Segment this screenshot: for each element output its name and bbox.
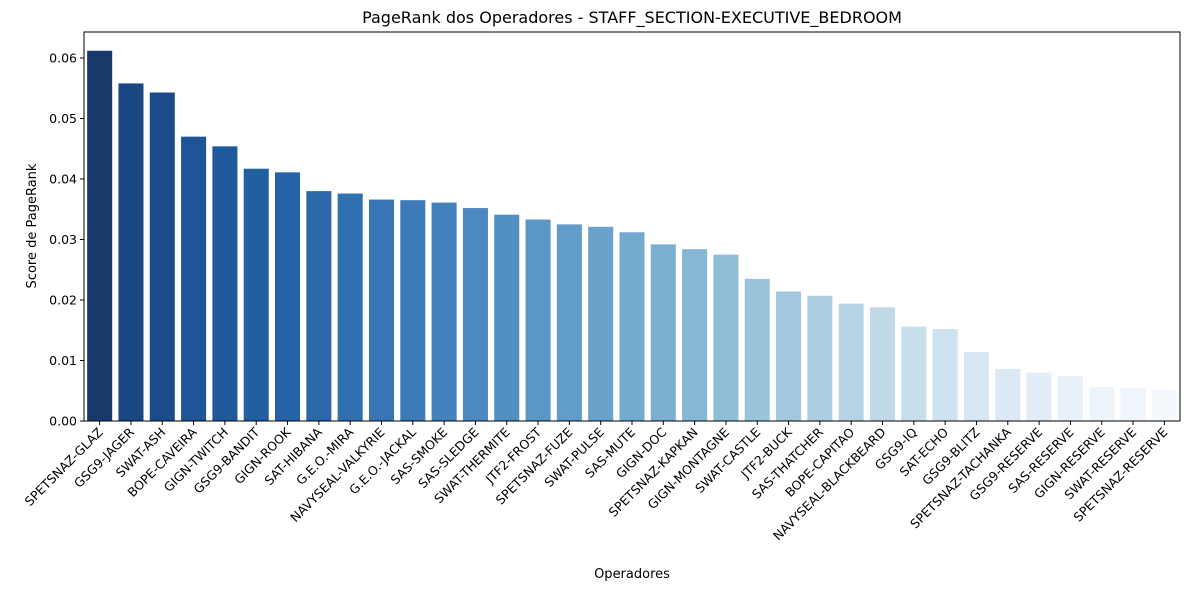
x-axis-ticks: SPETSNAZ-GLAZGSG9-JAGERSWAT-ASHBOPE-CAVE… (21, 421, 1171, 543)
bar (337, 193, 363, 421)
chart-title: PageRank dos Operadores - STAFF_SECTION-… (362, 8, 902, 28)
bar (525, 219, 551, 421)
bar (995, 368, 1021, 421)
bar (901, 326, 927, 421)
bar (400, 200, 426, 421)
plot-frame (83, 31, 1181, 422)
bar (243, 168, 269, 421)
bar (932, 329, 958, 421)
bar (1120, 387, 1146, 421)
y-axis-label: Score de PageRank (25, 163, 40, 288)
bar (212, 146, 238, 422)
bar (650, 244, 676, 421)
bar (1151, 388, 1177, 421)
bars-group (87, 50, 1177, 422)
bar (87, 50, 113, 422)
bar (368, 199, 395, 421)
bar (1089, 387, 1115, 421)
y-tick-label: 0.01 (49, 353, 77, 368)
y-tick-label: 0.05 (49, 111, 77, 126)
bar (807, 295, 833, 421)
bar (1026, 372, 1052, 421)
bar (619, 232, 645, 421)
y-tick-label: 0.02 (49, 293, 77, 308)
bar (275, 172, 301, 421)
bar (118, 83, 144, 421)
y-tick-label: 0.00 (49, 414, 77, 429)
bar (149, 92, 175, 421)
bar (588, 226, 614, 421)
y-tick-label: 0.04 (49, 172, 77, 187)
bar (713, 254, 739, 421)
bar (776, 291, 802, 421)
bar (838, 303, 864, 421)
bar (1057, 376, 1083, 421)
bar (963, 352, 989, 421)
bar (431, 202, 457, 421)
bar (869, 307, 896, 421)
bar (306, 191, 332, 421)
y-tick-label: 0.06 (49, 51, 77, 66)
y-tick-label: 0.03 (49, 232, 77, 247)
x-axis-label: Operadores (594, 567, 670, 582)
bar (494, 214, 520, 421)
bar (744, 278, 770, 421)
bar (556, 224, 582, 421)
bar (682, 249, 708, 421)
bar (462, 208, 488, 421)
bar (181, 136, 207, 422)
y-axis-ticks: 0.00 0.01 0.02 0.03 0.04 0.05 0.06 (49, 51, 84, 429)
